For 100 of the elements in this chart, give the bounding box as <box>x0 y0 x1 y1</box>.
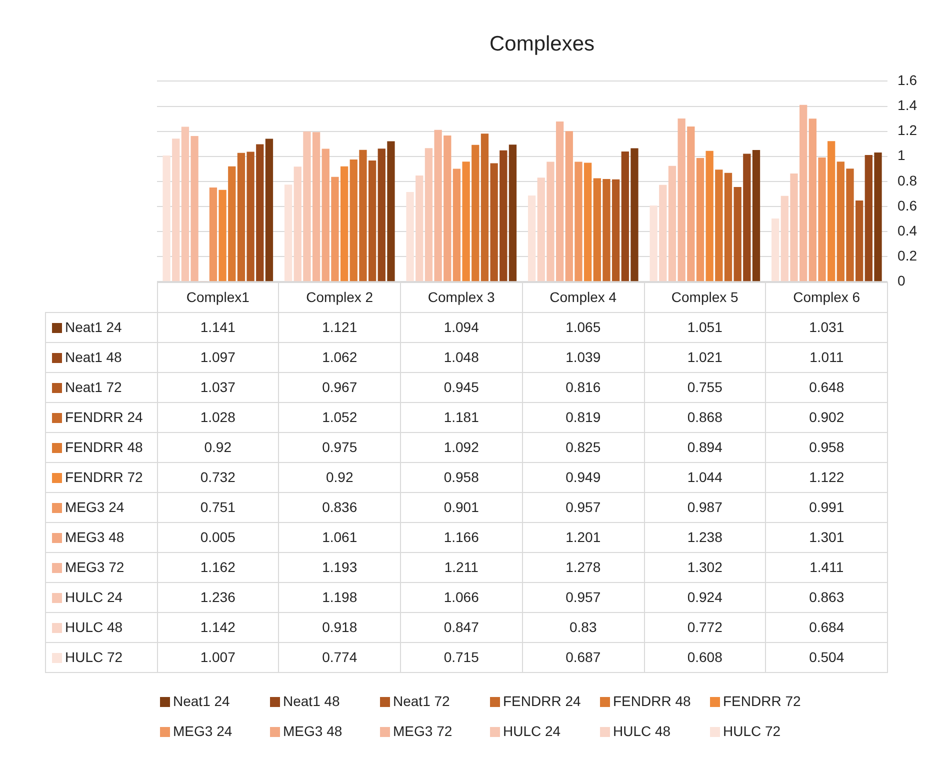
bar <box>218 190 226 282</box>
bar <box>480 134 489 282</box>
data-label: 1.198 <box>278 582 400 612</box>
legend-label: HULC 72 <box>46 642 157 672</box>
data-label: 0.957 <box>522 492 644 522</box>
data-label: 1.193 <box>278 552 400 582</box>
bar <box>378 148 386 282</box>
data-label: 0.755 <box>644 372 766 402</box>
data-label: 0.751 <box>157 492 279 522</box>
bar <box>172 138 180 282</box>
legend-label: MEG3 24 <box>46 492 157 522</box>
text: Neat1 48 <box>283 693 340 709</box>
data-label: 1.007 <box>157 642 279 672</box>
bar <box>602 179 610 282</box>
bar <box>734 187 742 282</box>
y-tick-label: 0.6 <box>898 197 918 214</box>
data-label: 1.302 <box>644 552 766 582</box>
bar <box>387 141 395 282</box>
data-label: 1.181 <box>400 402 522 432</box>
data-label: 1.094 <box>400 312 522 342</box>
data-label: 0.901 <box>400 492 522 522</box>
data-label: 0.967 <box>278 372 400 402</box>
bar <box>650 205 658 282</box>
bar <box>836 162 844 282</box>
bar <box>537 178 545 282</box>
bar <box>322 148 330 282</box>
bar <box>771 218 780 282</box>
data-label: 1.028 <box>157 402 279 432</box>
bar <box>228 166 236 282</box>
data-label: 0.648 <box>766 372 888 402</box>
data-label: 0.868 <box>644 402 766 432</box>
legend-label: MEG3 48 <box>46 522 157 552</box>
data-label: 0.684 <box>766 612 888 642</box>
data-label: 0.924 <box>644 582 766 612</box>
bar <box>500 150 508 282</box>
data-label: 1.065 <box>522 312 644 342</box>
data-label: 0.945 <box>400 372 522 402</box>
data-label: 1.061 <box>278 522 400 552</box>
data-label: 1.097 <box>157 342 279 372</box>
bar <box>265 138 274 282</box>
bar <box>706 150 714 282</box>
text: MEG3 48 <box>283 723 342 739</box>
text: Neat1 72 <box>393 693 450 709</box>
data-label: 0.958 <box>400 462 522 492</box>
bar <box>508 144 517 282</box>
legend-label: FENDRR 72 <box>46 462 157 492</box>
data-label: 1.166 <box>400 522 522 552</box>
bar <box>715 170 723 282</box>
bar <box>668 166 676 282</box>
data-label: 0.902 <box>766 402 888 432</box>
bar <box>312 132 320 282</box>
text: MEG3 24 <box>173 723 232 739</box>
legend-label: Neat1 48 <box>46 342 157 372</box>
bar <box>659 184 667 282</box>
data-label: 0.958 <box>766 432 888 462</box>
text: Neat1 24 <box>173 693 230 709</box>
bar <box>612 179 620 282</box>
y-tick-label: 1.4 <box>898 97 918 114</box>
data-label: 1.037 <box>157 372 279 402</box>
data-label: 0.687 <box>522 642 644 672</box>
bar <box>359 150 367 282</box>
data-label: 0.949 <box>522 462 644 492</box>
data-label: 0.836 <box>278 492 400 522</box>
y-tick-label: 1.6 <box>898 72 918 88</box>
bar <box>340 166 348 282</box>
bar <box>556 122 564 282</box>
bar <box>406 192 414 282</box>
legend-label: HULC 48 <box>46 612 157 642</box>
data-label: 0.863 <box>766 582 888 612</box>
legend-label: Neat1 24 <box>46 312 157 342</box>
data-label: 1.141 <box>157 312 279 342</box>
text: HULC 72 <box>723 723 781 739</box>
bar <box>818 157 826 282</box>
y-tick-label: 0.4 <box>898 222 918 238</box>
data-label: 0.005 <box>157 522 279 552</box>
bar <box>190 136 198 282</box>
bar <box>181 126 190 282</box>
data-label: 0.92 <box>157 432 279 462</box>
bar <box>630 148 638 282</box>
data-label: 0.819 <box>522 402 644 432</box>
data-label: 0.504 <box>766 642 888 672</box>
data-label: 1.236 <box>157 582 279 612</box>
bar <box>209 188 218 282</box>
x-tick-label: Complex 6 <box>766 282 888 312</box>
text: HULC 48 <box>613 723 671 739</box>
bar <box>593 178 601 282</box>
data-label: 0.92 <box>278 462 400 492</box>
data-label: 1.011 <box>766 342 888 372</box>
bar <box>490 163 498 282</box>
data-label: 1.122 <box>766 462 888 492</box>
data-label: 1.052 <box>278 402 400 432</box>
data-label: 0.894 <box>644 432 766 462</box>
bar <box>808 118 816 282</box>
legend-label: Neat1 72 <box>46 372 157 402</box>
data-label: 1.238 <box>644 522 766 552</box>
y-tick-label: 0 <box>898 272 906 288</box>
data-label: 0.608 <box>644 642 766 672</box>
bar <box>584 162 592 282</box>
bar <box>331 176 339 282</box>
x-tick-label: Complex1 <box>157 282 279 312</box>
